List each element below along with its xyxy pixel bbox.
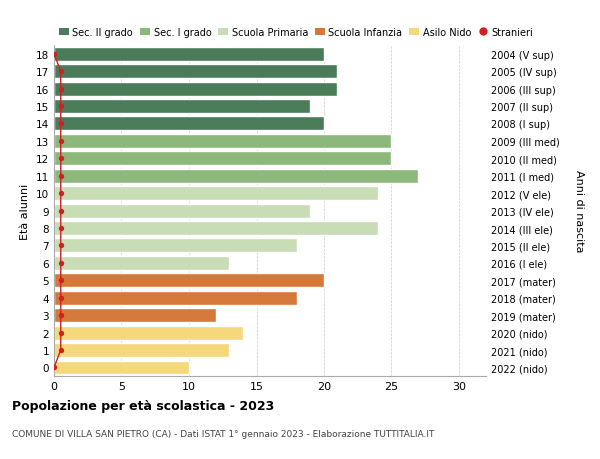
Point — [56, 312, 65, 319]
Bar — [54, 134, 391, 149]
Bar — [54, 308, 216, 323]
Bar — [54, 239, 297, 253]
Point — [56, 155, 65, 162]
Bar — [54, 100, 311, 114]
Point — [56, 260, 65, 267]
Point — [56, 347, 65, 354]
Point — [49, 364, 59, 371]
Point — [56, 121, 65, 128]
Point — [56, 103, 65, 111]
Point — [56, 329, 65, 336]
Point — [56, 86, 65, 93]
Point — [56, 207, 65, 215]
Y-axis label: Età alunni: Età alunni — [20, 183, 31, 239]
Bar — [54, 48, 324, 62]
Legend: Sec. II grado, Sec. I grado, Scuola Primaria, Scuola Infanzia, Asilo Nido, Stran: Sec. II grado, Sec. I grado, Scuola Prim… — [59, 28, 533, 38]
Bar — [54, 65, 337, 79]
Point — [56, 294, 65, 302]
Bar — [54, 361, 189, 375]
Bar — [54, 117, 324, 131]
Bar — [54, 343, 229, 357]
Bar — [54, 187, 378, 201]
Point — [56, 190, 65, 197]
Point — [56, 68, 65, 76]
Bar — [54, 257, 229, 270]
Point — [56, 138, 65, 145]
Bar — [54, 152, 391, 166]
Text: Popolazione per età scolastica - 2023: Popolazione per età scolastica - 2023 — [12, 399, 274, 412]
Point — [56, 277, 65, 285]
Point — [56, 225, 65, 232]
Bar — [54, 204, 311, 218]
Point — [56, 173, 65, 180]
Bar — [54, 222, 378, 235]
Bar — [54, 326, 243, 340]
Bar — [54, 274, 324, 288]
Bar — [54, 291, 297, 305]
Y-axis label: Anni di nascita: Anni di nascita — [574, 170, 584, 252]
Text: COMUNE DI VILLA SAN PIETRO (CA) - Dati ISTAT 1° gennaio 2023 - Elaborazione TUTT: COMUNE DI VILLA SAN PIETRO (CA) - Dati I… — [12, 429, 434, 438]
Bar — [54, 169, 418, 183]
Bar — [54, 83, 337, 96]
Point — [49, 51, 59, 58]
Point — [56, 242, 65, 250]
